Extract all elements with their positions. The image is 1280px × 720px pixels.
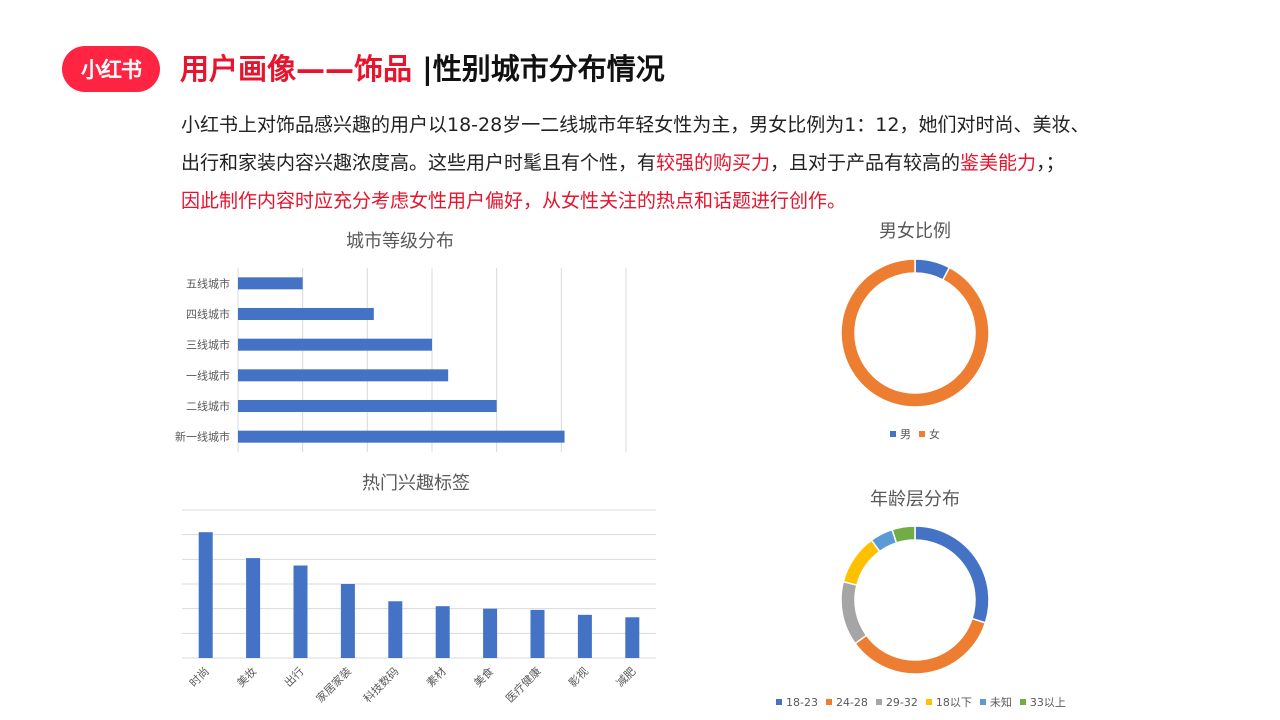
slice-29-32 xyxy=(840,580,868,645)
bar-时尚 xyxy=(198,532,213,658)
legend-swatch xyxy=(1019,699,1026,705)
description-line-1: 小红书上对饰品感兴趣的用户以18-28岁一二线城市年轻女性为主，男女比例为1：1… xyxy=(181,114,1090,136)
gender-donut-chart xyxy=(840,258,990,408)
legend-item: 女 xyxy=(919,426,940,442)
legend-item: 18以下 xyxy=(925,694,972,710)
slice-24-28 xyxy=(854,617,987,675)
tick-label: 医疗健康 xyxy=(503,664,544,705)
tick-label: 减肥 xyxy=(614,665,639,690)
bar-影视 xyxy=(577,614,592,658)
tick-label: 时尚 xyxy=(186,664,211,689)
legend-label: 男 xyxy=(900,428,911,441)
legend-item: 男 xyxy=(890,426,911,442)
tick-label: 家居家装 xyxy=(313,664,354,705)
legend-swatch xyxy=(825,699,832,705)
interests-chart-title: 热门兴趣标签 xyxy=(362,473,470,494)
bar-三线城市 xyxy=(238,338,432,351)
legend-label: 33以上 xyxy=(1029,696,1066,709)
interest-tags-bar-chart: 时尚 美妆 出行 家居家装 科技数码 素材 美食 医疗健康 影视 减肥 xyxy=(182,509,656,705)
description-line-2: 出行和家装内容兴趣浓度高。这些用户时髦且有个性，有较强的购买力，且对于产品有较高… xyxy=(181,144,1221,182)
page-title: 用户画像——饰品 |性别城市分布情况 xyxy=(180,50,665,88)
description-line-2a: 出行和家装内容兴趣浓度高。这些用户时髦且有个性，有 xyxy=(181,152,657,174)
tick-label: 素材 xyxy=(423,664,448,689)
bar-减肥 xyxy=(625,617,640,658)
legend-swatch xyxy=(890,431,896,437)
legend-swatch xyxy=(776,699,782,705)
highlight-purchasing-power: 较强的购买力 xyxy=(656,152,771,174)
bar-四线城市 xyxy=(238,308,374,320)
legend-item: 24-28 xyxy=(825,695,868,709)
bar-科技数码 xyxy=(388,601,403,658)
bar-医疗健康 xyxy=(530,609,545,658)
bar-五线城市 xyxy=(238,277,303,290)
gender-legend: 男女 xyxy=(890,426,940,442)
bar-家居家装 xyxy=(340,584,355,658)
description-line-2b: ，且对于产品有较高的 xyxy=(770,152,961,174)
description-text: 小红书上对饰品感兴趣的用户以18-28岁一二线城市年轻女性为主，男女比例为1：1… xyxy=(181,106,1221,220)
tick-label: 美食 xyxy=(471,664,496,689)
bar-美食 xyxy=(483,608,498,658)
bar-素材 xyxy=(435,606,450,658)
tick-label: 科技数码 xyxy=(360,664,401,705)
tick-label: 一线城市 xyxy=(186,368,230,382)
slice-18-23 xyxy=(914,525,990,624)
bar-一线城市 xyxy=(238,369,449,382)
age-legend: 18-23 24-28 29-32 18以下 未知 33以上 xyxy=(776,694,1066,710)
xiaohongshu-logo: 小红书 xyxy=(62,46,160,92)
city-chart-title: 城市等级分布 xyxy=(346,231,454,252)
description-line-3: 因此制作内容时应充分考虑女性用户偏好，从女性关注的热点和话题进行创作。 xyxy=(181,190,847,212)
legend-item: 未知 xyxy=(979,694,1012,710)
tick-label: 美妆 xyxy=(234,665,259,690)
legend-label: 18以下 xyxy=(935,696,972,709)
description-line-2c: ，； xyxy=(1036,152,1065,174)
tick-label: 五线城市 xyxy=(186,276,230,290)
legend-item: 33以上 xyxy=(1019,694,1066,710)
legend-label: 未知 xyxy=(989,696,1012,709)
slice-33以上 xyxy=(891,525,916,544)
bar-新一线城市 xyxy=(238,430,565,443)
tick-label: 三线城市 xyxy=(186,338,230,352)
legend-label: 29-32 xyxy=(885,695,918,709)
tick-label: 四线城市 xyxy=(186,307,230,321)
age-chart-title: 年龄层分布 xyxy=(870,489,960,510)
tick-label: 出行 xyxy=(281,664,306,689)
tick-label: 影视 xyxy=(566,664,591,689)
slice-18以下 xyxy=(842,539,881,586)
legend-item: 29-32 xyxy=(875,695,918,709)
legend-swatch xyxy=(925,699,932,705)
gender-chart-title: 男女比例 xyxy=(879,221,951,242)
title-topic: 用户画像——饰品 xyxy=(180,52,413,86)
tick-label: 新一线城市 xyxy=(175,430,230,444)
tick-label: 二线城市 xyxy=(186,399,230,413)
legend-swatch xyxy=(979,699,986,705)
bar-美妆 xyxy=(246,558,261,658)
legend-swatch xyxy=(919,431,925,437)
bar-出行 xyxy=(293,565,308,658)
title-subtopic: |性别城市分布情况 xyxy=(422,52,665,86)
slice-女 xyxy=(840,258,990,408)
legend-label: 女 xyxy=(929,428,940,441)
age-donut-chart xyxy=(840,525,990,675)
legend-swatch xyxy=(875,699,882,705)
bar-二线城市 xyxy=(238,400,497,412)
highlight-aesthetic-ability: 鉴美能力 xyxy=(960,152,1037,174)
legend-label: 18-23 xyxy=(786,695,818,709)
legend-label: 24-28 xyxy=(835,695,868,709)
legend-item: 18-23 xyxy=(776,696,818,709)
